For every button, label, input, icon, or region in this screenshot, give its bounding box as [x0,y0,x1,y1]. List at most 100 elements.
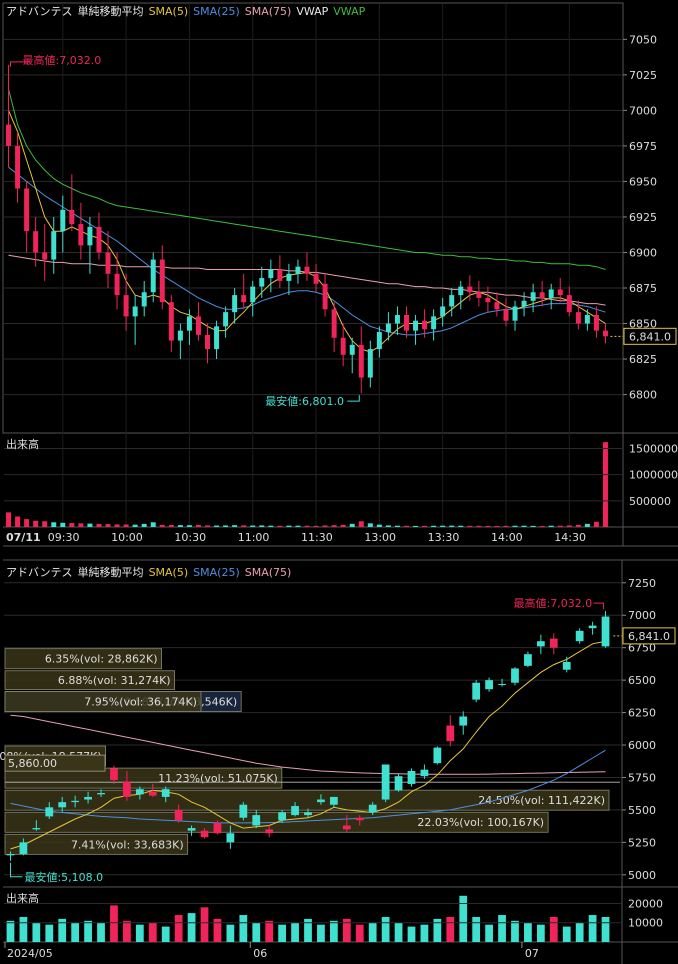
volume-bar-53 [485,525,491,527]
intraday-volume-bars [6,442,608,527]
candle-12 [161,786,170,803]
candle-48 [440,297,446,327]
legend-entry-2: SMA(5) [149,5,189,18]
volume-tick-label-0: 1500000 [629,442,678,455]
candle-body [322,283,328,310]
intraday-time-gridlines [62,3,570,527]
candle-12 [114,252,120,310]
low-label: 最安値:5,108.0 [24,870,103,884]
candle-body [549,638,558,648]
candle-6 [84,791,92,804]
volume-bar-32 [420,924,429,942]
volume-bar-26 [241,525,247,527]
candle-15 [200,828,209,839]
legend-entry-1: 単純移動平均 [78,4,144,18]
y-tick-label-5: 6925 [629,211,657,224]
candle-body [69,209,75,225]
x-tick-label-2: 07 [525,947,539,960]
candle-24 [317,794,325,805]
candle-58 [530,283,536,313]
volume-bar-60 [548,525,554,527]
volume-bar-51 [467,525,473,527]
candle-1 [19,838,28,856]
candle-14 [187,825,196,836]
candle-body [440,306,446,317]
daily-y-ticks: 7250 7000 6750 6500 6250 6000 5750 5500 5250 5000 [622,577,656,882]
volume-bar-45 [413,525,419,527]
candle-body [239,804,248,818]
candle-body [141,292,147,307]
y-tick-label-3: 6975 [629,140,657,153]
volume-bar-0 [6,920,15,942]
y-tick-label-4: 6950 [629,175,657,188]
sma25-line [10,749,606,824]
candle-body [458,286,464,296]
volume-bar-2 [32,922,41,942]
daily-panel: 9.58%(vol: 43,546K)6.35%(vol: 28,862K)6.… [0,559,678,964]
candle-13 [174,804,183,823]
profile-label: 6.35%(vol: 28,862K) [45,653,158,666]
daily-volume-profile: 9.58%(vol: 43,546K)6.35%(vol: 28,862K)6.… [0,648,620,855]
candle-body [575,630,584,642]
candle-body [200,830,209,838]
candle-40 [524,651,532,668]
x-tick-label-8: 14:00 [491,531,523,544]
last-price-label: 6,841.0 [629,330,671,343]
volume-bar-3 [33,520,39,527]
low-marker [347,395,360,402]
candle-body [241,295,247,303]
candle-body [498,684,506,686]
volume-bar-9 [123,920,131,942]
candle-52 [476,280,482,307]
candle-44 [575,628,584,644]
candle-22 [291,802,299,817]
volume-bar-36 [472,916,481,942]
candle-41 [536,634,545,655]
candle-body [422,320,428,330]
high-marker [593,602,605,610]
sma75-line [10,714,606,775]
candle-body [413,320,419,331]
candle-body [317,799,325,803]
volume-bar-7 [97,922,105,942]
candle-56 [512,300,518,331]
volume-bar-11 [105,524,111,527]
volume-bar-25 [329,920,338,942]
candle-45 [413,315,419,345]
volume-bar-40 [367,523,373,527]
candle-11 [148,783,157,797]
candle-body [232,295,238,313]
candle-49 [449,288,455,317]
volume-bar-66 [602,442,608,527]
candle-5 [51,216,57,274]
x-tick-label-1: 06 [253,947,267,960]
volume-bar-10 [96,523,102,527]
candle-body [161,789,170,797]
volume-bar-18 [239,915,248,942]
candle-body [381,764,390,800]
y-tick-label-9: 5000 [628,869,656,882]
volume-bar-10 [135,924,144,942]
candle-31 [286,263,292,296]
volume-bar-8 [78,523,84,527]
candle-50 [458,280,464,310]
candle-32 [420,764,429,779]
candle-28 [368,802,377,816]
volume-bar-22 [205,525,210,527]
volume-bar-58 [530,525,536,527]
legend-entry-4: SMA(75) [245,566,292,579]
candle-body [467,286,473,293]
candle-body [6,124,12,146]
candle-body [87,226,93,246]
volume-bar-16 [213,918,222,942]
candle-38 [349,337,355,374]
candle-10 [96,212,102,260]
candle-31 [407,768,416,787]
candle-body [420,769,429,777]
y-tick-label-5: 6000 [628,739,656,752]
legend-entry-5: VWAP [296,5,328,18]
profile-bin-2: 6.88%(vol: 31,274K) [4,670,176,690]
volume-bar-40 [524,922,532,942]
legend-entry-0: アドバンテス [6,566,73,579]
candle-body [394,776,403,791]
